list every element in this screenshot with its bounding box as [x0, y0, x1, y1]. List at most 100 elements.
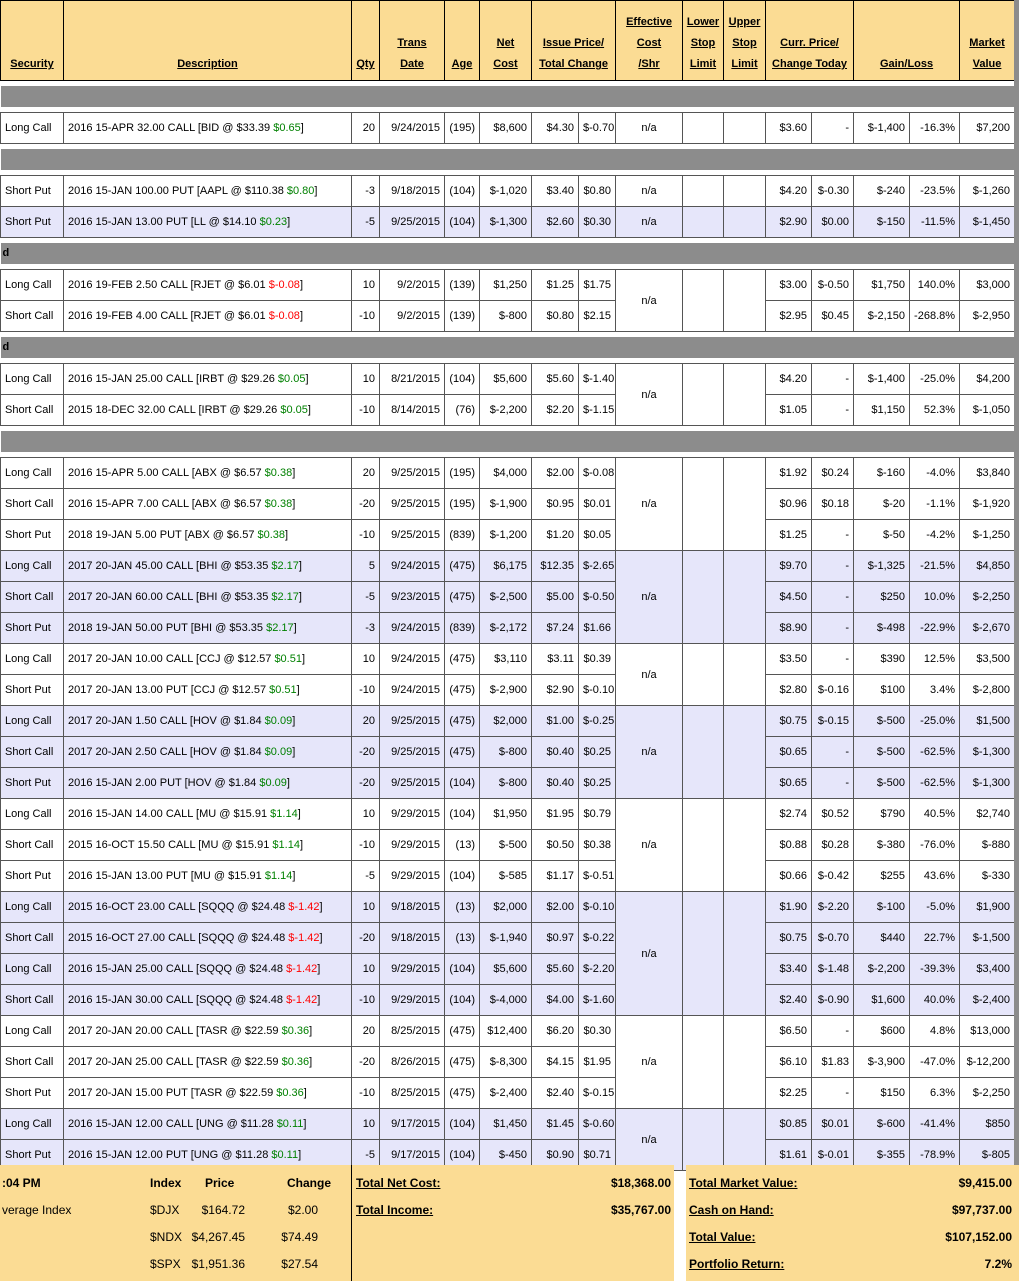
cell-curr-price[interactable]: $1.05	[765, 394, 813, 426]
cell-gain-loss[interactable]: $-500	[853, 736, 911, 768]
cell-issue-price[interactable]: $1.95	[531, 798, 579, 830]
cell-description[interactable]: 2017 20-JAN 13.00 PUT [CCJ @ $12.57 $0.5…	[63, 674, 352, 706]
cell-gain-loss[interactable]: $-380	[853, 829, 911, 861]
cell-gain-loss-pct[interactable]: 22.7%	[909, 922, 961, 954]
portfolio-return-value[interactable]: 7.2%	[984, 1257, 1012, 1271]
cell-total-change[interactable]: $-0.10	[577, 674, 617, 706]
cell-issue-price[interactable]: $4.15	[531, 1046, 579, 1078]
cell-description[interactable]: 2015 16-OCT 23.00 CALL [SQQQ @ $24.48 $-…	[63, 891, 352, 923]
cell-age[interactable]: (475)	[444, 736, 480, 768]
cell-curr-price[interactable]: $2.40	[765, 984, 813, 1016]
cell-net-cost[interactable]: $-1,940	[479, 922, 532, 954]
cell-net-cost[interactable]: $-1,300	[479, 206, 532, 238]
cell-security[interactable]: Long Call	[0, 705, 64, 737]
cell-gain-loss[interactable]: $-500	[853, 767, 911, 799]
cell-security[interactable]: Short Put	[0, 674, 64, 706]
cell-security[interactable]: Long Call	[0, 891, 64, 923]
cell-lower-stop-limit[interactable]	[682, 705, 725, 799]
cell-upper-stop-limit[interactable]	[723, 363, 767, 426]
cell-total-change[interactable]: $0.30	[577, 1015, 617, 1047]
cell-security[interactable]: Short Call	[0, 1046, 64, 1078]
cell-security[interactable]: Short Call	[0, 488, 64, 520]
cell-change-today[interactable]: -	[811, 394, 855, 426]
cell-qty[interactable]: -10	[351, 1077, 380, 1109]
cell-upper-stop-limit[interactable]	[723, 798, 767, 892]
cell-effective-cost[interactable]: n/a	[615, 550, 684, 644]
cell-security[interactable]: Long Call	[0, 1108, 64, 1140]
cell-qty[interactable]: 10	[351, 269, 380, 301]
cell-description[interactable]: 2016 15-JAN 12.00 CALL [UNG @ $11.28 $0.…	[63, 1108, 352, 1140]
cell-upper-stop-limit[interactable]	[723, 206, 767, 238]
cell-effective-cost[interactable]: n/a	[615, 891, 684, 1016]
cell-qty[interactable]: -5	[351, 581, 380, 613]
cell-gain-loss-pct[interactable]: 6.3%	[909, 1077, 961, 1109]
cell-net-cost[interactable]: $5,600	[479, 953, 532, 985]
cell-trans-date[interactable]: 9/29/2015	[379, 953, 445, 985]
cell-total-change[interactable]: $1.66	[577, 612, 617, 644]
cell-curr-price[interactable]: $0.66	[765, 860, 813, 892]
cell-effective-cost[interactable]: n/a	[615, 798, 684, 892]
cell-gain-loss[interactable]: $390	[853, 643, 911, 675]
cell-change-today[interactable]: $1.83	[811, 1046, 855, 1078]
cell-curr-price[interactable]: $2.90	[765, 206, 813, 238]
cell-net-cost[interactable]: $2,000	[479, 705, 532, 737]
cell-issue-price[interactable]: $5.60	[531, 363, 579, 395]
cell-qty[interactable]: 10	[351, 798, 380, 830]
cell-security[interactable]: Short Put	[0, 206, 64, 238]
cell-description[interactable]: 2017 20-JAN 60.00 CALL [BHI @ $53.35 $2.…	[63, 581, 352, 613]
cell-lower-stop-limit[interactable]	[682, 269, 725, 332]
cell-curr-price[interactable]: $2.25	[765, 1077, 813, 1109]
cell-qty[interactable]: 5	[351, 550, 380, 582]
cell-change-today[interactable]: $0.52	[811, 798, 855, 830]
cell-curr-price[interactable]: $4.20	[765, 175, 813, 207]
cell-age[interactable]: (475)	[444, 705, 480, 737]
cell-effective-cost[interactable]: n/a	[615, 269, 684, 332]
cell-gain-loss[interactable]: $790	[853, 798, 911, 830]
cell-description[interactable]: 2017 20-JAN 1.50 CALL [HOV @ $1.84 $0.09…	[63, 705, 352, 737]
cell-curr-price[interactable]: $0.88	[765, 829, 813, 861]
col-header-net-cost[interactable]: Net Cost	[479, 0, 532, 81]
cell-lower-stop-limit[interactable]	[682, 363, 725, 426]
index-price[interactable]: $1,951.36	[191, 1257, 245, 1271]
cell-gain-loss[interactable]: $-1,325	[853, 550, 911, 582]
cell-curr-price[interactable]: $4.50	[765, 581, 813, 613]
cell-net-cost[interactable]: $4,000	[479, 457, 532, 489]
cell-gain-loss[interactable]: $440	[853, 922, 911, 954]
cell-qty[interactable]: -10	[351, 300, 380, 332]
cell-curr-price[interactable]: $0.96	[765, 488, 813, 520]
cell-security[interactable]: Short Call	[0, 736, 64, 768]
cell-gain-loss[interactable]: $100	[853, 674, 911, 706]
cell-security[interactable]: Long Call	[0, 798, 64, 830]
cell-gain-loss-pct[interactable]: -47.0%	[909, 1046, 961, 1078]
cell-qty[interactable]: 10	[351, 643, 380, 675]
index-price[interactable]: $4,267.45	[191, 1230, 245, 1244]
cell-qty[interactable]: -5	[351, 206, 380, 238]
cell-change-today[interactable]: $-2.20	[811, 891, 855, 923]
cell-change-today[interactable]: $0.01	[811, 1108, 855, 1140]
cell-upper-stop-limit[interactable]	[723, 705, 767, 799]
cell-issue-price[interactable]: $6.20	[531, 1015, 579, 1047]
cell-upper-stop-limit[interactable]	[723, 457, 767, 551]
index-price[interactable]: $164.72	[201, 1203, 245, 1217]
cell-age[interactable]: (104)	[444, 767, 480, 799]
cell-issue-price[interactable]: $2.60	[531, 206, 579, 238]
cell-gain-loss[interactable]: $-600	[853, 1108, 911, 1140]
cell-total-change[interactable]: $1.95	[577, 1046, 617, 1078]
cell-lower-stop-limit[interactable]	[682, 1015, 725, 1109]
cell-age[interactable]: (195)	[444, 457, 480, 489]
cell-market-value[interactable]: $1,900	[959, 891, 1016, 923]
col-header-security[interactable]: Security	[0, 0, 64, 81]
cell-age[interactable]: (195)	[444, 488, 480, 520]
cell-total-change[interactable]: $-0.15	[577, 1077, 617, 1109]
cell-trans-date[interactable]: 8/25/2015	[379, 1015, 445, 1047]
cell-qty[interactable]: -3	[351, 175, 380, 207]
cell-description[interactable]: 2018 19-JAN 5.00 PUT [ABX @ $6.57 $0.38]	[63, 519, 352, 551]
cell-issue-price[interactable]: $4.30	[531, 112, 579, 144]
col-header-qty[interactable]: Qty	[351, 0, 380, 81]
cell-age[interactable]: (839)	[444, 612, 480, 644]
cell-gain-loss-pct[interactable]: 40.0%	[909, 984, 961, 1016]
cell-upper-stop-limit[interactable]	[723, 891, 767, 1016]
cell-net-cost[interactable]: $-2,900	[479, 674, 532, 706]
cell-trans-date[interactable]: 9/29/2015	[379, 984, 445, 1016]
cell-curr-price[interactable]: $0.75	[765, 705, 813, 737]
